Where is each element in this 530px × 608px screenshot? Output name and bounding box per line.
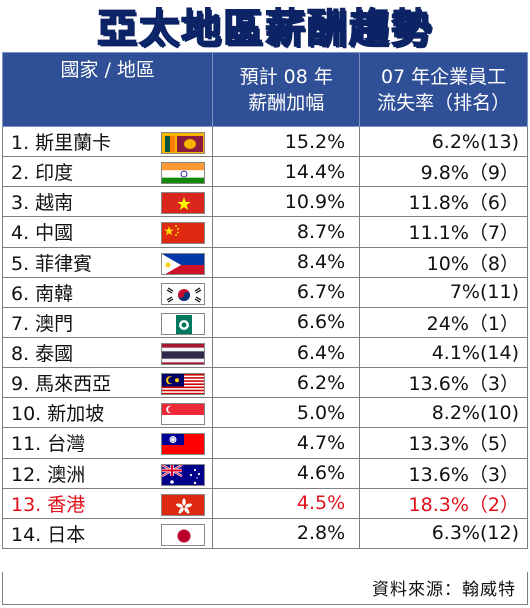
country-cell: 14. 日本	[1, 517, 214, 549]
country-cell: 6. 南韓	[1, 276, 214, 308]
country-name: 9. 馬來西亞	[11, 373, 112, 396]
turnover-cell: 24%（1）	[359, 306, 528, 338]
country-name: 4. 中國	[11, 222, 74, 245]
country-name: 11. 台灣	[11, 433, 86, 456]
macau-flag-icon	[161, 312, 205, 335]
country-name: 10. 新加坡	[11, 403, 105, 426]
table-row: 14. 日本 2.8% 6.3%(12)	[1, 517, 528, 549]
raise-cell: 2.8%	[212, 517, 361, 549]
column-header-country: 國家 / 地區	[1, 52, 214, 127]
turnover-cell: 8.2%(10)	[359, 397, 528, 429]
column-header-country-label: 國家 / 地區	[60, 59, 155, 81]
japan-flag-icon	[161, 523, 205, 546]
chart-title: 亞太地區薪酬趨勢	[96, 5, 433, 53]
country-cell: 7. 澳門	[1, 306, 214, 338]
turnover-cell: 7%(11)	[359, 276, 528, 308]
turnover-cell: 4.1%(14)	[359, 336, 528, 369]
turnover-cell: 10%（8）	[359, 246, 528, 278]
column-header-turnover-label: 07 年企業員工 流失率（排名）	[377, 65, 511, 114]
source-note: 資料來源：翰威特	[372, 580, 516, 600]
turnover-cell: 6.3%(12)	[359, 517, 528, 549]
raise-cell: 5.0%	[212, 397, 361, 429]
table-row: 8. 泰國 6.4% 4.1%(14)	[1, 336, 528, 369]
raise-cell: 6.2%	[212, 367, 361, 399]
table-row: 13. 香港 4.5% 18.3%（2）	[1, 487, 528, 519]
title-bar: 亞太地區薪酬趨勢	[0, 0, 530, 53]
turnover-cell: 9.8%（9）	[359, 156, 528, 188]
raise-cell: 8.7%	[212, 216, 361, 248]
column-header-raise: 預計 08 年 薪酬加幅	[212, 52, 361, 127]
country-cell: 4. 中國	[1, 216, 214, 248]
country-cell: 9. 馬來西亞	[1, 367, 214, 399]
singapore-flag-icon	[161, 403, 205, 426]
country-name: 13. 香港	[11, 493, 86, 516]
raise-cell: 4.7%	[212, 427, 361, 459]
country-cell: 1. 斯里蘭卡	[1, 125, 214, 158]
table-header-row: 國家 / 地區 預計 08 年 薪酬加幅 07 年企業員工 流失率（排名）	[1, 52, 528, 127]
turnover-cell: 11.8%（6）	[359, 186, 528, 218]
country-name: 5. 菲律賓	[11, 252, 93, 275]
turnover-cell: 6.2%(13)	[359, 125, 528, 158]
country-name: 2. 印度	[11, 162, 74, 185]
raise-cell: 10.9%	[212, 186, 361, 218]
table-row: 9. 馬來西亞 6.2% 13.6%（3）	[1, 367, 528, 399]
raise-cell: 6.6%	[212, 306, 361, 338]
table-row: 7. 澳門 6.6% 24%（1）	[1, 306, 528, 338]
country-name: 1. 斯里蘭卡	[11, 132, 112, 155]
table-row: 11. 台灣 4.7% 13.3%（5）	[1, 427, 528, 459]
country-cell: 12. 澳洲	[1, 457, 214, 489]
south-korea-flag-icon	[161, 282, 205, 305]
table-row: 6. 南韓 6.7% 7%(11)	[1, 276, 528, 308]
country-cell: 13. 香港	[1, 487, 214, 519]
country-name: 6. 南韓	[11, 282, 74, 305]
turnover-cell: 18.3%（2）	[359, 487, 528, 519]
taiwan-flag-icon	[161, 433, 205, 456]
raise-cell: 6.7%	[212, 276, 361, 308]
table-row: 10. 新加坡 5.0% 8.2%(10)	[1, 397, 528, 429]
country-name: 7. 澳門	[11, 312, 74, 335]
raise-cell: 6.4%	[212, 336, 361, 369]
table-row: 5. 菲律賓 8.4% 10%（8）	[1, 246, 528, 278]
raise-cell: 8.4%	[212, 246, 361, 278]
turnover-cell: 11.1%（7）	[359, 216, 528, 248]
source-row	[2, 572, 528, 605]
country-name: 14. 日本	[11, 523, 86, 546]
table-row: 2. 印度 14.4% 9.8%（9）	[1, 156, 528, 188]
thailand-flag-icon	[161, 342, 205, 365]
raise-cell: 4.6%	[212, 457, 361, 489]
turnover-cell: 13.3%（5）	[359, 427, 528, 459]
malaysia-flag-icon	[161, 373, 205, 396]
raise-cell: 14.4%	[212, 156, 361, 188]
country-name: 3. 越南	[11, 192, 74, 215]
country-cell: 8. 泰國	[1, 336, 214, 369]
table-row: 12. 澳洲 4.6% 13.6%（3）	[1, 457, 528, 489]
sri-lanka-flag-icon	[161, 132, 205, 154]
country-cell: 11. 台灣	[1, 427, 214, 459]
australia-flag-icon	[161, 463, 205, 486]
country-cell: 5. 菲律賓	[1, 246, 214, 278]
raise-cell: 15.2%	[212, 125, 361, 158]
philippines-flag-icon	[161, 252, 205, 275]
column-header-raise-label: 預計 08 年 薪酬加幅	[239, 65, 333, 114]
raise-cell: 4.5%	[212, 487, 361, 519]
turnover-cell: 13.6%（3）	[359, 457, 528, 489]
india-flag-icon	[161, 162, 205, 185]
country-cell: 10. 新加坡	[1, 397, 214, 429]
china-flag-icon	[161, 222, 205, 245]
column-header-turnover: 07 年企業員工 流失率（排名）	[359, 52, 528, 127]
country-name: 12. 澳洲	[11, 463, 86, 486]
table-row: 3. 越南 10.9% 11.8%（6）	[1, 186, 528, 218]
turnover-cell: 13.6%（3）	[359, 367, 528, 399]
table-row: 1. 斯里蘭卡 15.2% 6.2%(13)	[1, 125, 528, 158]
table-body: 1. 斯里蘭卡 15.2% 6.2%(13) 2. 印度 14.4% 9.8%（9） 3. …	[1, 125, 528, 549]
salary-table: 國家 / 地區 預計 08 年 薪酬加幅 07 年企業員工 流失率（排名） 1.…	[1, 52, 528, 549]
table-row: 4. 中國 8.7% 11.1%（7）	[1, 216, 528, 248]
country-name: 8. 泰國	[11, 343, 74, 366]
vietnam-flag-icon	[161, 192, 205, 215]
country-cell: 3. 越南	[1, 186, 214, 218]
country-cell: 2. 印度	[1, 156, 214, 188]
hong-kong-flag-icon	[161, 493, 205, 516]
